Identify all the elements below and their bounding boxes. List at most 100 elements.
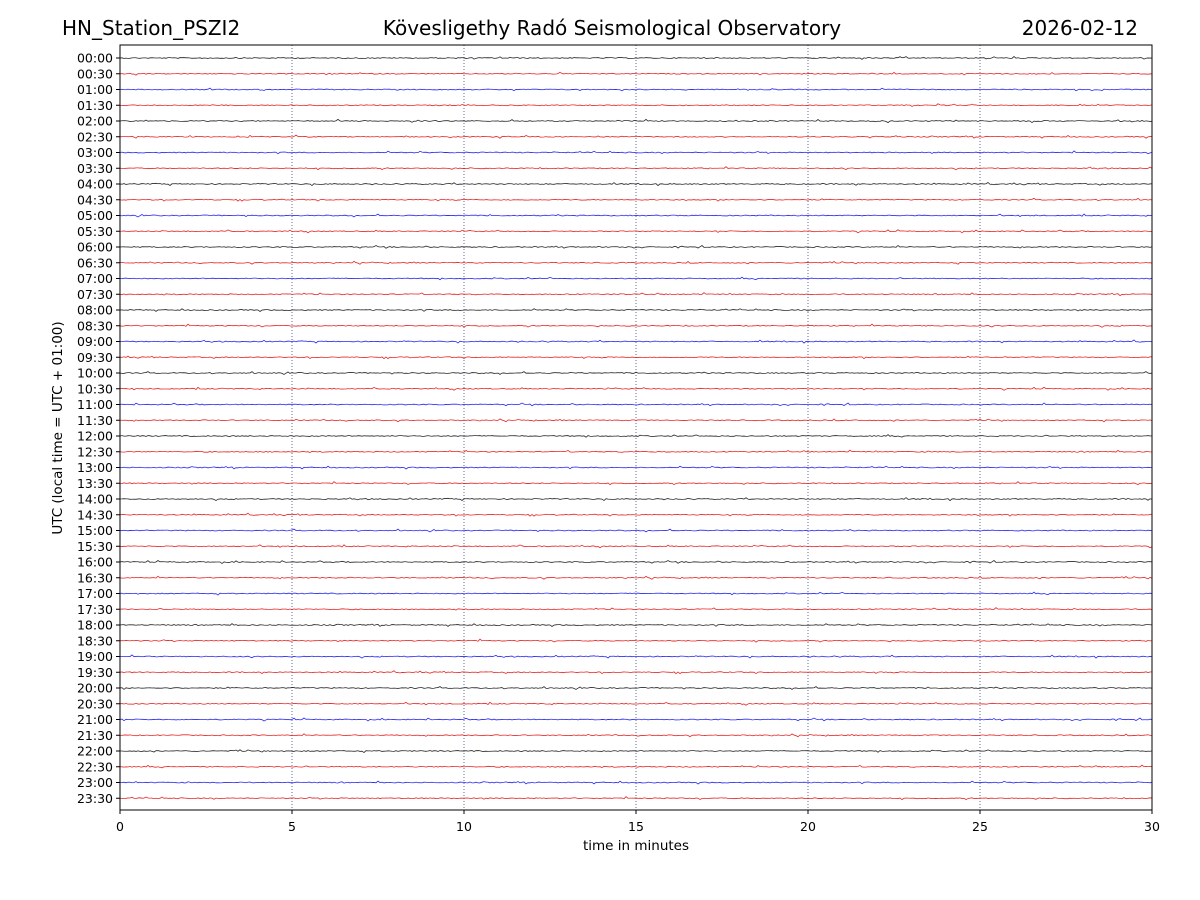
trace-0000 xyxy=(119,56,1153,60)
y-tick-label: 02:00 xyxy=(77,114,113,129)
y-tick-label: 22:00 xyxy=(77,744,113,759)
y-tick-label: 02:30 xyxy=(77,129,113,144)
trace-1100 xyxy=(119,402,1153,407)
trace-2000 xyxy=(119,686,1153,690)
y-tick-label: 00:00 xyxy=(77,51,113,66)
y-tick-label: 04:00 xyxy=(77,177,113,192)
y-tick-label: 23:30 xyxy=(77,791,113,806)
trace-1230 xyxy=(119,449,1153,454)
trace-0100 xyxy=(119,87,1153,92)
y-tick-label: 14:30 xyxy=(77,507,113,522)
trace-1430 xyxy=(119,512,1153,517)
trace-2030 xyxy=(119,701,1153,706)
y-tick-label: 14:00 xyxy=(77,492,113,507)
y-tick-label: 18:30 xyxy=(77,633,113,648)
trace-1300 xyxy=(119,465,1153,470)
trace-0800 xyxy=(119,308,1153,312)
y-tick-label: 11:30 xyxy=(77,413,113,428)
y-tick-label: 10:00 xyxy=(77,366,113,381)
trace-2200 xyxy=(120,749,1153,754)
y-tick-label: 15:00 xyxy=(77,523,113,538)
trace-0930 xyxy=(119,355,1153,360)
y-tick-label: 20:30 xyxy=(77,696,113,711)
trace-1500 xyxy=(119,528,1153,533)
trace-2230 xyxy=(119,764,1153,769)
station-title: HN_Station_PSZI2 xyxy=(62,16,240,40)
y-tick-label: 16:00 xyxy=(77,555,113,570)
y-tick-label: 11:00 xyxy=(77,397,113,412)
trace-1000 xyxy=(119,371,1153,375)
y-tick-label: 03:30 xyxy=(77,161,113,176)
trace-0530 xyxy=(119,229,1153,234)
trace-1130 xyxy=(120,418,1153,423)
trace-2300 xyxy=(119,780,1153,785)
x-axis-label: time in minutes xyxy=(583,838,689,854)
trace-0230 xyxy=(119,134,1153,139)
y-tick-label: 07:00 xyxy=(77,271,113,286)
y-tick-label: 15:30 xyxy=(77,539,113,554)
trace-1830 xyxy=(119,638,1153,643)
date-title: 2026-02-12 xyxy=(1022,16,1138,40)
y-tick-label: 19:30 xyxy=(77,665,113,680)
x-tick-label: 15 xyxy=(628,819,644,834)
y-tick-label: 03:00 xyxy=(77,145,113,160)
trace-2130 xyxy=(119,733,1153,738)
y-tick-label: 19:00 xyxy=(77,649,113,664)
y-tick-label: 16:30 xyxy=(77,570,113,585)
trace-0630 xyxy=(119,260,1153,265)
trace-1700 xyxy=(119,591,1153,596)
trace-2100 xyxy=(119,717,1153,722)
observatory-title: Kövesligethy Radó Seismological Observat… xyxy=(383,16,841,40)
y-tick-label: 06:30 xyxy=(77,255,113,270)
trace-0700 xyxy=(119,276,1153,281)
trace-1730 xyxy=(119,607,1153,611)
y-tick-label: 01:30 xyxy=(77,98,113,113)
x-tick-label: 30 xyxy=(1144,819,1160,834)
y-tick-label: 00:30 xyxy=(77,66,113,81)
trace-0400 xyxy=(119,181,1153,187)
trace-1600 xyxy=(119,560,1153,565)
trace-1530 xyxy=(119,544,1153,549)
y-tick-label: 05:30 xyxy=(77,224,113,239)
y-tick-label: 17:00 xyxy=(77,586,113,601)
trace-2330 xyxy=(119,796,1153,801)
trace-layer xyxy=(119,56,1153,801)
trace-1630 xyxy=(119,575,1153,580)
y-tick-label: 05:00 xyxy=(77,208,113,223)
trace-0600 xyxy=(119,244,1153,249)
trace-1900 xyxy=(119,654,1153,659)
y-tick-label: 18:00 xyxy=(77,618,113,633)
y-tick-label: 23:00 xyxy=(77,775,113,790)
y-tick-label: 17:30 xyxy=(77,602,113,617)
y-tick-label: 13:00 xyxy=(77,460,113,475)
trace-1400 xyxy=(119,497,1153,502)
trace-1330 xyxy=(119,481,1153,486)
y-tick-label: 01:00 xyxy=(77,82,113,97)
trace-0330 xyxy=(119,166,1153,171)
trace-0730 xyxy=(119,292,1153,297)
y-tick-label: 09:30 xyxy=(77,350,113,365)
trace-0030 xyxy=(119,71,1153,76)
y-tick-label: 22:30 xyxy=(77,759,113,774)
trace-0900 xyxy=(119,339,1153,344)
trace-0830 xyxy=(119,323,1153,328)
y-axis-label: UTC (local time = UTC + 01:00) xyxy=(50,321,66,534)
y-tick-label: 12:30 xyxy=(77,444,113,459)
trace-1930 xyxy=(119,670,1153,675)
y-tick-label: 08:30 xyxy=(77,318,113,333)
y-tick-label: 09:00 xyxy=(77,334,113,349)
y-tick-label: 10:30 xyxy=(77,381,113,396)
trace-1030 xyxy=(119,386,1153,391)
trace-0500 xyxy=(119,213,1153,218)
trace-0430 xyxy=(119,197,1153,202)
y-axis-ticks: 00:0000:3001:0001:3002:0002:3003:0003:30… xyxy=(77,51,120,806)
trace-1800 xyxy=(119,623,1153,627)
y-tick-label: 07:30 xyxy=(77,287,113,302)
x-axis-ticks: 0 5 10 15 20 25 30 xyxy=(116,810,1160,834)
trace-1200 xyxy=(119,434,1153,438)
y-tick-label: 20:00 xyxy=(77,681,113,696)
x-tick-label: 5 xyxy=(288,819,296,834)
y-tick-label: 21:30 xyxy=(77,728,113,743)
